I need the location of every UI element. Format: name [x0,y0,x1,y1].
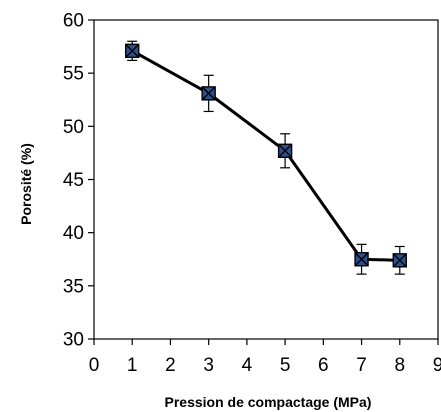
x-tick-label: 3 [203,355,214,376]
data-point-cross [125,43,140,58]
series-layer [125,40,407,275]
plot-border [93,19,439,340]
x-tick-label: 7 [356,355,367,376]
x-tick-label: 5 [280,355,291,376]
y-tick-label: 35 [63,276,84,297]
y-tick-label: 45 [63,170,84,191]
data-point-cross [354,252,369,267]
y-tick-label: 60 [63,11,84,32]
x-tick-label: 2 [165,355,176,376]
data-point-cross [392,253,407,268]
x-tick-label: 4 [242,355,253,376]
x-tick-label: 0 [89,355,100,376]
x-axis-title: Pression de compactage (MPa) [165,394,372,410]
series-line [131,49,400,262]
y-tick-label: 50 [63,117,84,138]
x-tick-label: 9 [433,355,441,376]
plot-frame [93,19,439,340]
y-tick-label: 55 [63,64,84,85]
x-tick-label: 6 [318,355,329,376]
data-point-cross [278,143,293,158]
y-axis-ticks: 30 35 40 45 50 55 60 [63,11,94,351]
x-axis-ticks: 0 1 2 3 4 5 6 7 8 9 [89,339,441,376]
y-tick-label: 30 [63,330,84,351]
x-tick-label: 1 [127,355,138,376]
x-tick-label: 8 [394,355,405,376]
data-point-cross [201,86,216,101]
y-tick-label: 40 [63,223,84,244]
y-axis-title: Porosité (%) [18,143,34,225]
